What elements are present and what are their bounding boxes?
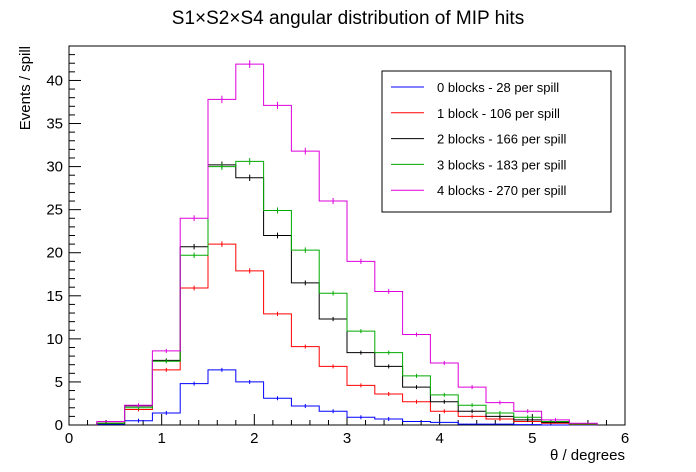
legend-entry: 1 block - 106 per spill <box>437 106 560 121</box>
y-tick-label: 40 <box>46 72 63 89</box>
x-tick-label: 1 <box>157 430 165 447</box>
y-tick-label: 10 <box>46 331 63 348</box>
x-tick-label: 5 <box>528 430 536 447</box>
y-tick-label: 15 <box>46 288 63 305</box>
x-tick-label: 3 <box>343 430 351 447</box>
y-tick-label: 0 <box>55 417 63 434</box>
x-tick-label: 0 <box>65 430 73 447</box>
legend-entry: 0 blocks - 28 per spill <box>437 80 559 95</box>
x-axis-label: θ / degrees <box>550 447 625 464</box>
y-tick-label: 35 <box>46 116 63 133</box>
x-tick-label: 4 <box>435 430 443 447</box>
y-tick-label: 25 <box>46 202 63 219</box>
x-tick-label: 2 <box>250 430 258 447</box>
legend: 0 blocks - 28 per spill 1 block - 106 per… <box>382 71 611 212</box>
chart-title: S1×S2×S4 angular distribution of MIP hit… <box>172 8 524 29</box>
legend-entry: 2 blocks - 166 per spill <box>437 132 566 147</box>
legend-entry: 3 blocks - 183 per spill <box>437 157 566 172</box>
y-tick-label: 5 <box>55 374 63 391</box>
y-tick-label: 20 <box>46 245 63 262</box>
y-axis-label: Events / spill <box>17 46 34 130</box>
y-tick-label: 30 <box>46 159 63 176</box>
legend-entry: 4 blocks - 270 per spill <box>437 183 566 198</box>
x-tick-label: 6 <box>621 430 629 447</box>
